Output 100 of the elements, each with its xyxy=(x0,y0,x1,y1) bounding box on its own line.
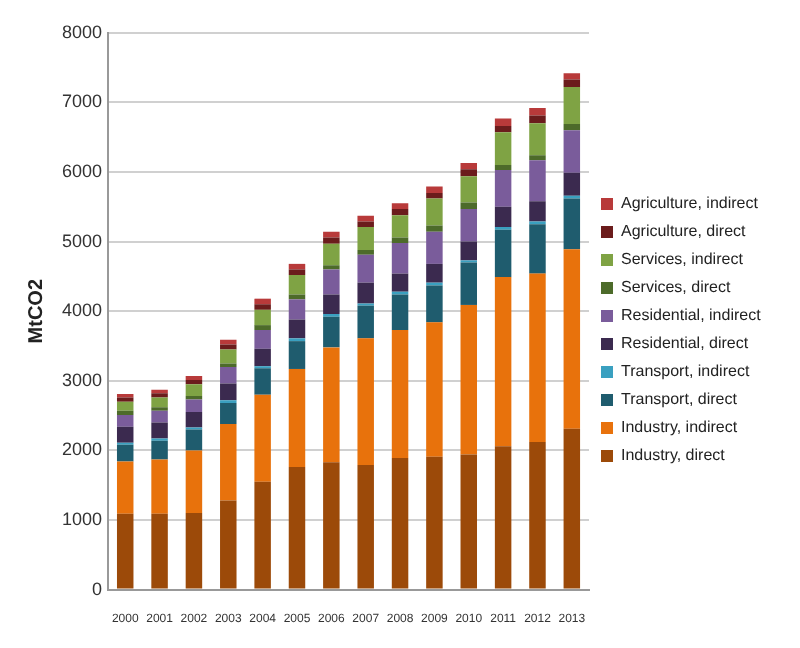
bar xyxy=(529,201,546,222)
bar xyxy=(391,237,409,243)
bar xyxy=(185,450,203,514)
bar xyxy=(151,410,168,423)
bar xyxy=(391,242,409,274)
bar xyxy=(254,298,271,305)
bar xyxy=(426,225,443,232)
legend-label: Residential, direct xyxy=(621,334,750,353)
legend-label: Services, indirect xyxy=(621,250,745,269)
bar xyxy=(357,226,374,250)
bar xyxy=(288,341,306,369)
bar xyxy=(563,79,581,88)
legend-label: Services, direct xyxy=(621,278,732,297)
bar xyxy=(323,347,340,463)
bar xyxy=(391,294,409,330)
y-tick-label: 7000 xyxy=(61,91,103,112)
bar xyxy=(494,132,512,166)
bar xyxy=(185,375,203,381)
bar xyxy=(494,126,512,133)
bar xyxy=(254,481,271,589)
bar xyxy=(185,399,203,413)
bar xyxy=(116,461,134,514)
bar xyxy=(426,192,443,199)
bar xyxy=(116,444,134,462)
bar xyxy=(357,254,374,283)
bar xyxy=(460,304,478,455)
bar xyxy=(391,215,409,238)
bar xyxy=(288,319,306,339)
bar xyxy=(151,513,168,589)
bar xyxy=(323,237,340,244)
y-tick-label: 1000 xyxy=(61,508,103,529)
bar xyxy=(185,513,203,589)
bar xyxy=(357,305,374,339)
bar xyxy=(563,73,581,80)
bar xyxy=(529,115,546,124)
y-tick-label: 3000 xyxy=(61,369,103,390)
bar xyxy=(426,456,443,589)
y-tick-label: 6000 xyxy=(61,160,103,181)
bar xyxy=(529,123,546,156)
bar xyxy=(563,428,581,589)
legend-label: Industry, indirect xyxy=(621,418,739,437)
bar xyxy=(288,467,306,589)
bar xyxy=(254,329,271,349)
bar xyxy=(357,282,374,304)
bar xyxy=(391,329,409,459)
bar xyxy=(460,241,478,261)
bar xyxy=(220,366,237,384)
bar xyxy=(185,429,203,451)
y-tick-label: 4000 xyxy=(61,300,103,321)
bar xyxy=(288,269,306,276)
legend-label: Agriculture, indirect xyxy=(621,194,760,213)
bar xyxy=(460,169,478,177)
y-tick-label: 0 xyxy=(92,578,103,599)
bar xyxy=(323,316,340,348)
bar xyxy=(494,277,512,447)
bar xyxy=(357,465,374,589)
bar xyxy=(185,384,203,397)
bar xyxy=(116,401,134,411)
bar xyxy=(426,285,443,323)
bar xyxy=(494,229,512,278)
bar xyxy=(563,87,581,124)
bar xyxy=(529,273,546,443)
bar xyxy=(391,203,409,209)
bar xyxy=(220,339,237,345)
bar xyxy=(494,206,512,227)
legend-label: Transport, indirect xyxy=(621,362,751,381)
y-tick-label: 5000 xyxy=(61,230,103,251)
bar xyxy=(220,500,237,589)
legend-label: Industry, direct xyxy=(621,446,727,465)
bar xyxy=(151,397,168,408)
bar xyxy=(288,368,306,468)
bar xyxy=(426,231,443,264)
bar xyxy=(460,262,478,305)
y-axis-title: MtCO2 xyxy=(25,278,48,344)
bar xyxy=(254,309,271,326)
bar xyxy=(391,208,409,216)
bar xyxy=(116,426,134,443)
bar xyxy=(494,446,512,589)
bar xyxy=(426,186,443,193)
bar xyxy=(529,155,546,161)
bar xyxy=(529,442,546,589)
bar xyxy=(426,322,443,457)
bar xyxy=(323,294,340,314)
bar xyxy=(391,458,409,589)
bar xyxy=(391,273,409,292)
bar xyxy=(357,338,374,466)
bar xyxy=(426,263,443,283)
bar xyxy=(529,160,546,202)
bar xyxy=(254,394,271,482)
bar xyxy=(357,249,374,255)
bar xyxy=(254,348,271,367)
bar xyxy=(323,243,340,266)
bar xyxy=(254,368,271,395)
bar xyxy=(529,107,546,116)
bar xyxy=(220,423,237,501)
bar xyxy=(151,440,168,460)
bar xyxy=(323,462,340,589)
legend-label: Transport, direct xyxy=(621,390,739,409)
bar xyxy=(563,172,581,196)
y-tick-label: 8000 xyxy=(61,21,103,42)
